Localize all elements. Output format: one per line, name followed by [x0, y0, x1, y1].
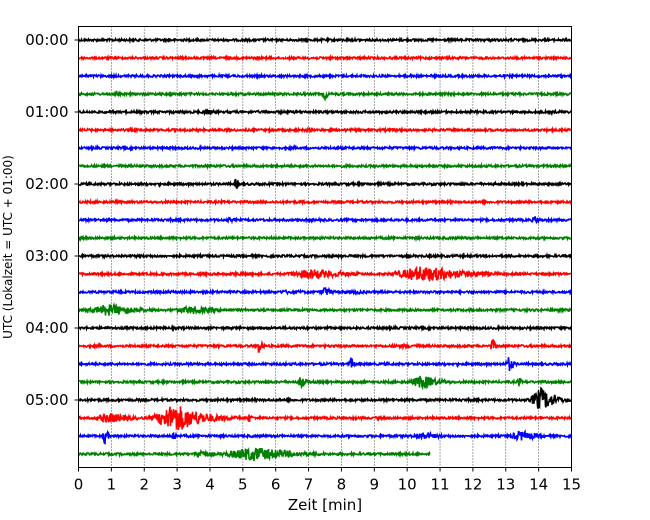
- x-tick-label: 1: [107, 476, 117, 494]
- y-tick-label: 01:00: [25, 103, 68, 121]
- trace-line: [78, 178, 572, 189]
- x-tick-label: 6: [271, 476, 281, 494]
- x-tick-label: 5: [238, 476, 248, 494]
- x-tick-label: 11: [430, 476, 449, 494]
- x-tick-label: 8: [337, 476, 347, 494]
- x-tick-label: 7: [304, 476, 314, 494]
- x-tick-label: 0: [74, 476, 84, 494]
- x-tick-label: 4: [205, 476, 215, 494]
- trace-line: [78, 338, 573, 353]
- x-tick-label: 2: [139, 476, 149, 494]
- trace-line: [77, 143, 573, 153]
- x-axis-ticks: 0 1 2 3 4 5 6 7 8 9 10 11 12 13 14 15: [74, 467, 581, 494]
- trace-line: [78, 251, 572, 261]
- x-tick-label: 13: [496, 476, 515, 494]
- y-axis-label: UTC (Lokalzeit = UTC + 01:00): [1, 155, 15, 339]
- y-tick-label: 00:00: [25, 31, 68, 49]
- trace-line: [77, 161, 572, 171]
- trace-line: [77, 265, 572, 282]
- y-tick-label: 02:00: [25, 175, 68, 193]
- trace-line: [78, 386, 573, 410]
- x-tick-label: 15: [562, 476, 581, 494]
- trace-line: [77, 286, 573, 297]
- y-tick-label: 03:00: [25, 247, 68, 265]
- trace-line: [77, 406, 573, 431]
- y-tick-label: 05:00: [25, 391, 68, 409]
- x-axis-label: Zeit [min]: [288, 496, 362, 514]
- trace-line: [77, 89, 572, 102]
- plot-frame: [78, 26, 572, 468]
- x-tick-label: 12: [463, 476, 482, 494]
- trace-line: [78, 446, 431, 462]
- trace-line: [77, 197, 572, 207]
- trace-line: [77, 302, 572, 316]
- trace-line: [77, 428, 573, 445]
- trace-line: [78, 357, 573, 372]
- trace-line: [77, 125, 573, 135]
- trace-line: [77, 53, 572, 63]
- trace-line: [77, 108, 573, 117]
- y-tick-label: 04:00: [25, 319, 68, 337]
- trace-line: [78, 375, 573, 391]
- x-tick-label: 14: [529, 476, 548, 494]
- trace-line: [77, 233, 573, 243]
- x-tick-label: 9: [370, 476, 380, 494]
- x-tick-label: 3: [172, 476, 182, 494]
- trace-line: [77, 35, 572, 45]
- x-tick-label: 10: [398, 476, 417, 494]
- traces-layer: [77, 35, 573, 462]
- y-axis-ticks: 00:00 01:00 02:00 03:00 04:00 05:00: [25, 31, 79, 409]
- trace-line: [77, 71, 572, 81]
- trace-line: [78, 215, 573, 225]
- trace-line: [77, 323, 572, 333]
